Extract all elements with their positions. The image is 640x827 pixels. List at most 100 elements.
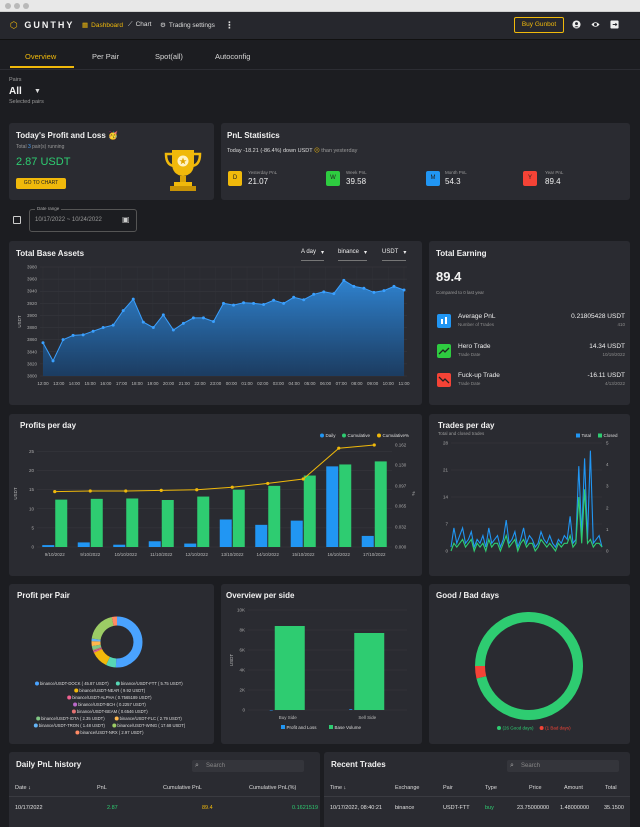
y-tick-label: 4K bbox=[239, 668, 245, 673]
data-point bbox=[201, 316, 205, 320]
pie-slice bbox=[106, 656, 117, 668]
calendar-icon[interactable]: ▣ bbox=[122, 215, 130, 224]
data-point bbox=[262, 303, 266, 307]
trade-time: 10/17/2022, 08:40:21 bbox=[330, 805, 382, 811]
window-dot[interactable] bbox=[23, 3, 29, 9]
top-bar: ⬡ GUNTHY ▦ Dashboard ⟋ Chart ⚙ Trading sett… bbox=[0, 12, 640, 40]
legend-swatch bbox=[35, 681, 39, 686]
timeframe-dropdown[interactable]: A day bbox=[301, 249, 324, 261]
column-header-exchange[interactable]: Exchange bbox=[395, 785, 420, 791]
gear-icon: ⚙ bbox=[160, 22, 166, 29]
window-dot[interactable] bbox=[14, 3, 20, 9]
nav-label: Chart bbox=[135, 21, 152, 28]
x-tick-label: 9/10/2022 bbox=[80, 552, 101, 557]
bar-daily bbox=[77, 542, 90, 547]
bar-cumulative bbox=[339, 464, 352, 547]
logout-icon[interactable] bbox=[610, 20, 619, 29]
x-tick-label: 08:00 bbox=[351, 381, 363, 386]
nav-trading-settings[interactable]: ⚙ Trading settings bbox=[160, 21, 215, 29]
pie-slice bbox=[93, 648, 111, 666]
tab-spot-all[interactable]: Spot(all) bbox=[155, 52, 183, 61]
card-subtitle: Total and closed trades bbox=[438, 431, 485, 436]
legend-swatch bbox=[67, 695, 72, 700]
cumulative-pct-point bbox=[372, 443, 376, 447]
search-icon: ⌕ bbox=[195, 762, 199, 769]
more-menu-icon[interactable]: ⋮ bbox=[225, 20, 234, 30]
bar-base-volume bbox=[274, 626, 305, 710]
date-range-checkbox[interactable] bbox=[13, 216, 21, 224]
y-tick-label: 3960 bbox=[27, 277, 38, 282]
data-point bbox=[282, 301, 286, 305]
bar-daily bbox=[361, 535, 374, 547]
exchange-dropdown[interactable]: binance bbox=[338, 249, 367, 261]
window-dot[interactable] bbox=[5, 3, 11, 9]
data-point bbox=[91, 329, 95, 333]
legend-swatch bbox=[73, 702, 78, 707]
x-tick-label: 11/10/2022 bbox=[150, 552, 173, 557]
good-bad-days-chart: (26 Good days) (1 Bad days) bbox=[475, 612, 583, 731]
column-header-date[interactable]: Date ↓ bbox=[15, 785, 31, 791]
y-tick-label: 3920 bbox=[27, 301, 38, 306]
hero-trade-label: Hero Trade bbox=[458, 343, 491, 350]
average-pnl-trades: 410 bbox=[617, 322, 625, 327]
column-header-cumulative-pnl[interactable]: Cumulative PnL bbox=[163, 785, 202, 791]
chevron-down-icon[interactable]: ▼ bbox=[34, 88, 41, 95]
column-header-cumulative-pnl-pct[interactable]: Cumulative PnL(%) bbox=[249, 785, 297, 791]
tab-autoconfig[interactable]: Autoconfig bbox=[215, 52, 251, 61]
data-point bbox=[322, 290, 326, 294]
eye-icon[interactable] bbox=[591, 20, 600, 29]
today-comparison: Today -18.21 (-86.4%) down USDT ☹ than y… bbox=[227, 148, 357, 154]
y-tick-label: 21 bbox=[443, 468, 449, 473]
x-tick-label: 16:00 bbox=[100, 381, 112, 386]
total-base-assets-chart: 3800 3820 3840 3860 3880 3900 3920 3940 3960 3980… bbox=[17, 265, 410, 387]
legend-label: Closed bbox=[604, 433, 619, 438]
bar-profit-loss bbox=[269, 710, 273, 711]
total-earning-value: 89.4 bbox=[436, 269, 462, 284]
buy-gunbot-button[interactable]: Buy Gunbot bbox=[514, 17, 564, 33]
legend-swatch bbox=[576, 433, 580, 438]
y2-tick-label: 2 bbox=[606, 505, 609, 510]
column-header-amount[interactable]: Amount bbox=[564, 785, 583, 791]
nav-chart[interactable]: ⟋ Chart bbox=[128, 21, 151, 29]
nav-label: Dashboard bbox=[91, 22, 123, 29]
profit-loss-card: Today's Profit and Loss 🥳 Total 3 pair(s… bbox=[9, 123, 214, 200]
x-tick-label: 13:00 bbox=[53, 381, 65, 386]
tab-per-pair[interactable]: Per Pair bbox=[92, 52, 120, 61]
legend-label: binance/USDT-TRON ( 1.48 USDT) bbox=[39, 723, 106, 728]
column-header-pair[interactable]: Pair bbox=[443, 785, 453, 791]
x-tick-label: 12/10/2022 bbox=[185, 552, 208, 557]
column-header-time[interactable]: Time ↓ bbox=[330, 785, 347, 791]
y-tick-label: 3840 bbox=[27, 349, 38, 354]
history-search-input[interactable]: ⌕ Search bbox=[192, 760, 304, 772]
legend-label: binance/USDT-FTT ( 5.75 USDT) bbox=[121, 681, 183, 686]
column-header-type[interactable]: Type bbox=[485, 785, 497, 791]
go-to-chart-button[interactable]: GO TO CHART bbox=[16, 178, 66, 189]
overview-per-side-card: Overview per side 0 2K 4K 6K 8K 10K USDT Buy Si… bbox=[221, 584, 422, 744]
column-header-total[interactable]: Total bbox=[605, 785, 617, 791]
legend-swatch bbox=[112, 723, 117, 728]
user-icon[interactable] bbox=[572, 20, 581, 29]
y-tick-label: 3800 bbox=[27, 374, 38, 379]
logo[interactable]: ⬡ GUNTHY bbox=[10, 20, 74, 31]
date-range-picker[interactable]: Date range 10/17/2022 ~ 10/24/2022 ▣ bbox=[29, 206, 137, 232]
trades-search-input[interactable]: ⌕ Search bbox=[507, 760, 619, 772]
column-label: Time bbox=[330, 785, 343, 791]
nav-dashboard[interactable]: ▦ Dashboard bbox=[82, 21, 123, 29]
legend-label: (1 Bad days) bbox=[545, 726, 571, 731]
legend-label: Cumulative% bbox=[383, 433, 410, 438]
column-header-pnl[interactable]: PnL bbox=[97, 785, 107, 791]
legend-swatch bbox=[539, 726, 544, 730]
week-pnl-label: Week PnL bbox=[346, 170, 367, 175]
x-tick-label: 06:00 bbox=[320, 381, 332, 386]
cumulative-pct-point bbox=[53, 490, 57, 494]
week-pnl-badge: W bbox=[326, 171, 340, 186]
tab-overview[interactable]: Overview bbox=[25, 52, 57, 61]
search-placeholder: Search bbox=[521, 763, 541, 769]
currency-dropdown[interactable]: USDT bbox=[382, 249, 407, 261]
pairs-select[interactable]: All bbox=[9, 86, 22, 97]
bar-cumulative bbox=[90, 498, 103, 547]
column-header-price[interactable]: Price bbox=[529, 785, 542, 791]
card-title: Profits per day bbox=[20, 421, 77, 430]
y2-tick-label: 0 bbox=[606, 549, 609, 554]
running-post: pair(s) running bbox=[30, 144, 65, 150]
